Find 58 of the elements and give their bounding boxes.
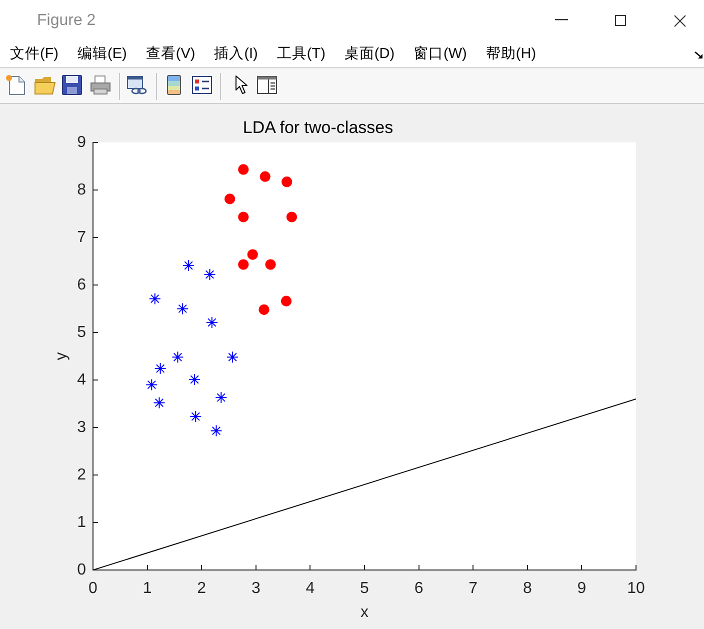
point xyxy=(206,316,218,328)
text: 查看(V) xyxy=(146,45,196,63)
x-tick-label: 2 xyxy=(197,580,206,598)
text: 窗口(W) xyxy=(414,44,467,63)
y-tick-label: 0 xyxy=(77,561,86,578)
y-tick-label: 5 xyxy=(77,324,86,341)
x-tick-label: 1 xyxy=(142,580,152,598)
point xyxy=(148,292,161,305)
point xyxy=(238,212,249,222)
point xyxy=(182,259,195,272)
point xyxy=(224,194,236,204)
y-tick-label: 9 xyxy=(77,134,86,151)
point xyxy=(238,164,249,175)
point xyxy=(258,304,270,315)
x-axis-title: x xyxy=(360,604,368,621)
chart-title: LDA for two-classes xyxy=(242,118,394,137)
x-tick-label: 3 xyxy=(251,580,260,598)
point xyxy=(247,249,258,260)
point xyxy=(265,259,276,270)
text: 文件(F) xyxy=(10,45,59,63)
text: 帮助(H) xyxy=(486,45,536,63)
x-tick-label: 6 xyxy=(414,580,424,598)
y-tick-label: 6 xyxy=(77,276,86,294)
point xyxy=(282,176,292,188)
point xyxy=(226,351,239,364)
y-tick-label: 2 xyxy=(77,466,86,484)
y-tick-label: 8 xyxy=(77,181,86,198)
point xyxy=(281,296,292,306)
caption: Figure 2 xyxy=(37,11,96,31)
x-tick-label: 8 xyxy=(522,580,532,598)
point xyxy=(188,373,201,386)
text: 插入(I) xyxy=(214,45,258,63)
x-tick-label: 5 xyxy=(360,580,370,598)
y-axis-title: y xyxy=(53,352,70,360)
y-tick-label: 7 xyxy=(77,228,86,246)
x-tick-label: 7 xyxy=(468,580,478,598)
x-tick-label: 4 xyxy=(306,580,315,598)
point xyxy=(238,259,249,270)
point xyxy=(176,302,189,315)
point xyxy=(204,268,216,280)
point xyxy=(146,378,158,391)
text: 编辑(E) xyxy=(78,45,127,63)
y-tick-label: 3 xyxy=(77,418,86,436)
point xyxy=(210,424,222,437)
point xyxy=(215,392,228,404)
point xyxy=(154,362,166,375)
point xyxy=(260,171,270,182)
point xyxy=(190,410,202,423)
y-tick-label: 4 xyxy=(77,371,86,388)
text: 桌面(D) xyxy=(344,45,395,63)
point xyxy=(172,351,184,364)
point xyxy=(153,396,166,409)
x-tick-label: 0 xyxy=(88,580,98,598)
x-tick-label: 9 xyxy=(577,580,586,598)
text: 工具(T) xyxy=(276,45,326,63)
x-tick-label: 10 xyxy=(627,580,645,598)
point xyxy=(286,212,298,222)
y-tick-label: 1 xyxy=(77,514,86,531)
